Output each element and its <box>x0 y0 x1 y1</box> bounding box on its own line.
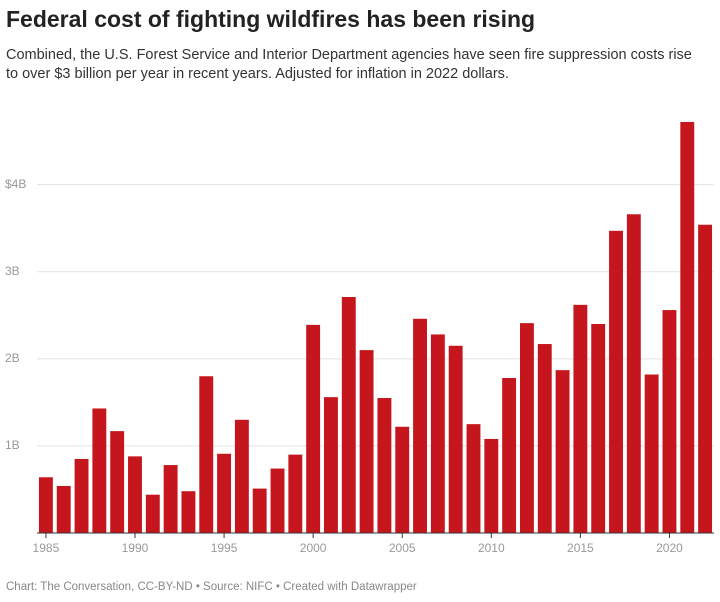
chart-source: Chart: The Conversation, CC-BY-ND • Sour… <box>6 581 417 593</box>
bar <box>270 468 285 533</box>
bar <box>430 334 445 533</box>
y-tick-label: 3B <box>5 264 20 278</box>
y-tick-label: 2B <box>5 351 20 365</box>
x-tick-label: 1985 <box>33 541 60 555</box>
bar <box>38 477 53 533</box>
bar <box>145 494 160 533</box>
bar <box>234 419 249 533</box>
bar <box>662 310 677 533</box>
y-tick-label: 1B <box>5 438 20 452</box>
bar <box>359 350 374 533</box>
bar <box>537 344 552 533</box>
bar <box>377 398 392 533</box>
bar <box>74 458 89 533</box>
bar <box>626 214 641 533</box>
bar <box>698 224 713 533</box>
bar <box>502 377 517 533</box>
bar <box>484 438 499 533</box>
bar <box>128 456 142 533</box>
bar <box>163 465 178 533</box>
bar <box>395 426 410 533</box>
x-tick-label: 2015 <box>567 541 594 555</box>
bar <box>341 297 356 533</box>
bar <box>306 324 321 533</box>
bar <box>324 397 338 533</box>
bar <box>644 374 659 533</box>
x-tick-label: 1995 <box>211 541 238 555</box>
bar <box>217 453 232 533</box>
bar <box>199 376 214 533</box>
y-tick-label: $4B <box>5 177 26 191</box>
chart-subtitle: Combined, the U.S. Forest Service and In… <box>6 47 692 82</box>
bar <box>591 324 606 533</box>
bar <box>56 485 71 533</box>
bar <box>609 230 623 533</box>
x-tick-label: 2000 <box>300 541 327 555</box>
bar <box>252 488 267 533</box>
bar <box>110 431 125 533</box>
bar <box>413 318 427 533</box>
bar <box>466 424 481 533</box>
bar <box>448 345 463 533</box>
bar <box>519 323 534 533</box>
x-tick-label: 2020 <box>656 541 683 555</box>
chart-title: Federal cost of fighting wildfires has b… <box>6 6 536 32</box>
x-tick-label: 1990 <box>122 541 149 555</box>
x-tick-label: 2010 <box>478 541 505 555</box>
bar <box>555 370 570 533</box>
bar <box>92 408 107 533</box>
bar <box>680 121 695 533</box>
x-tick-label: 2005 <box>389 541 416 555</box>
bar <box>181 491 196 533</box>
bar <box>288 454 303 533</box>
bar <box>573 304 588 533</box>
